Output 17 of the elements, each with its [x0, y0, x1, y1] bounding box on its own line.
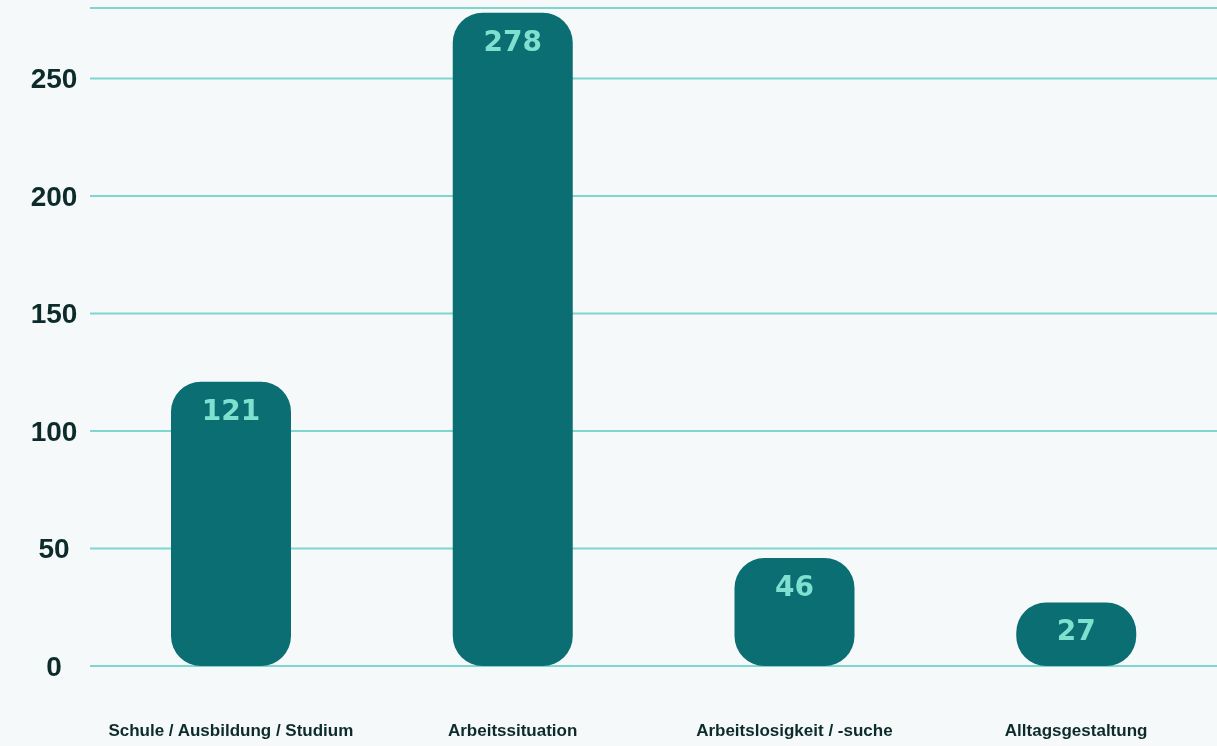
data-label: 278	[483, 24, 542, 58]
y-tick-label: 0	[46, 650, 62, 682]
bar	[171, 381, 291, 666]
x-tick-label: Arbeitslosigkeit / -suche	[696, 721, 893, 741]
y-tick-label: 200	[30, 180, 78, 212]
y-tick-label: 150	[30, 298, 78, 330]
bar	[452, 12, 573, 666]
y-tick-label: 250	[30, 63, 78, 95]
y-tick-label: 50	[38, 533, 70, 565]
data-label: 27	[1056, 614, 1096, 648]
bar	[734, 557, 855, 666]
x-tick-label: Arbeitssituation	[447, 721, 578, 741]
y-tick-label: 100	[30, 415, 78, 447]
data-label: 121	[201, 393, 261, 427]
x-tick-label: Schule / Ausbildung / Studium	[108, 721, 354, 741]
data-label: 46	[775, 569, 814, 603]
x-tick-label: Alltagsgestaltung	[1004, 721, 1148, 741]
